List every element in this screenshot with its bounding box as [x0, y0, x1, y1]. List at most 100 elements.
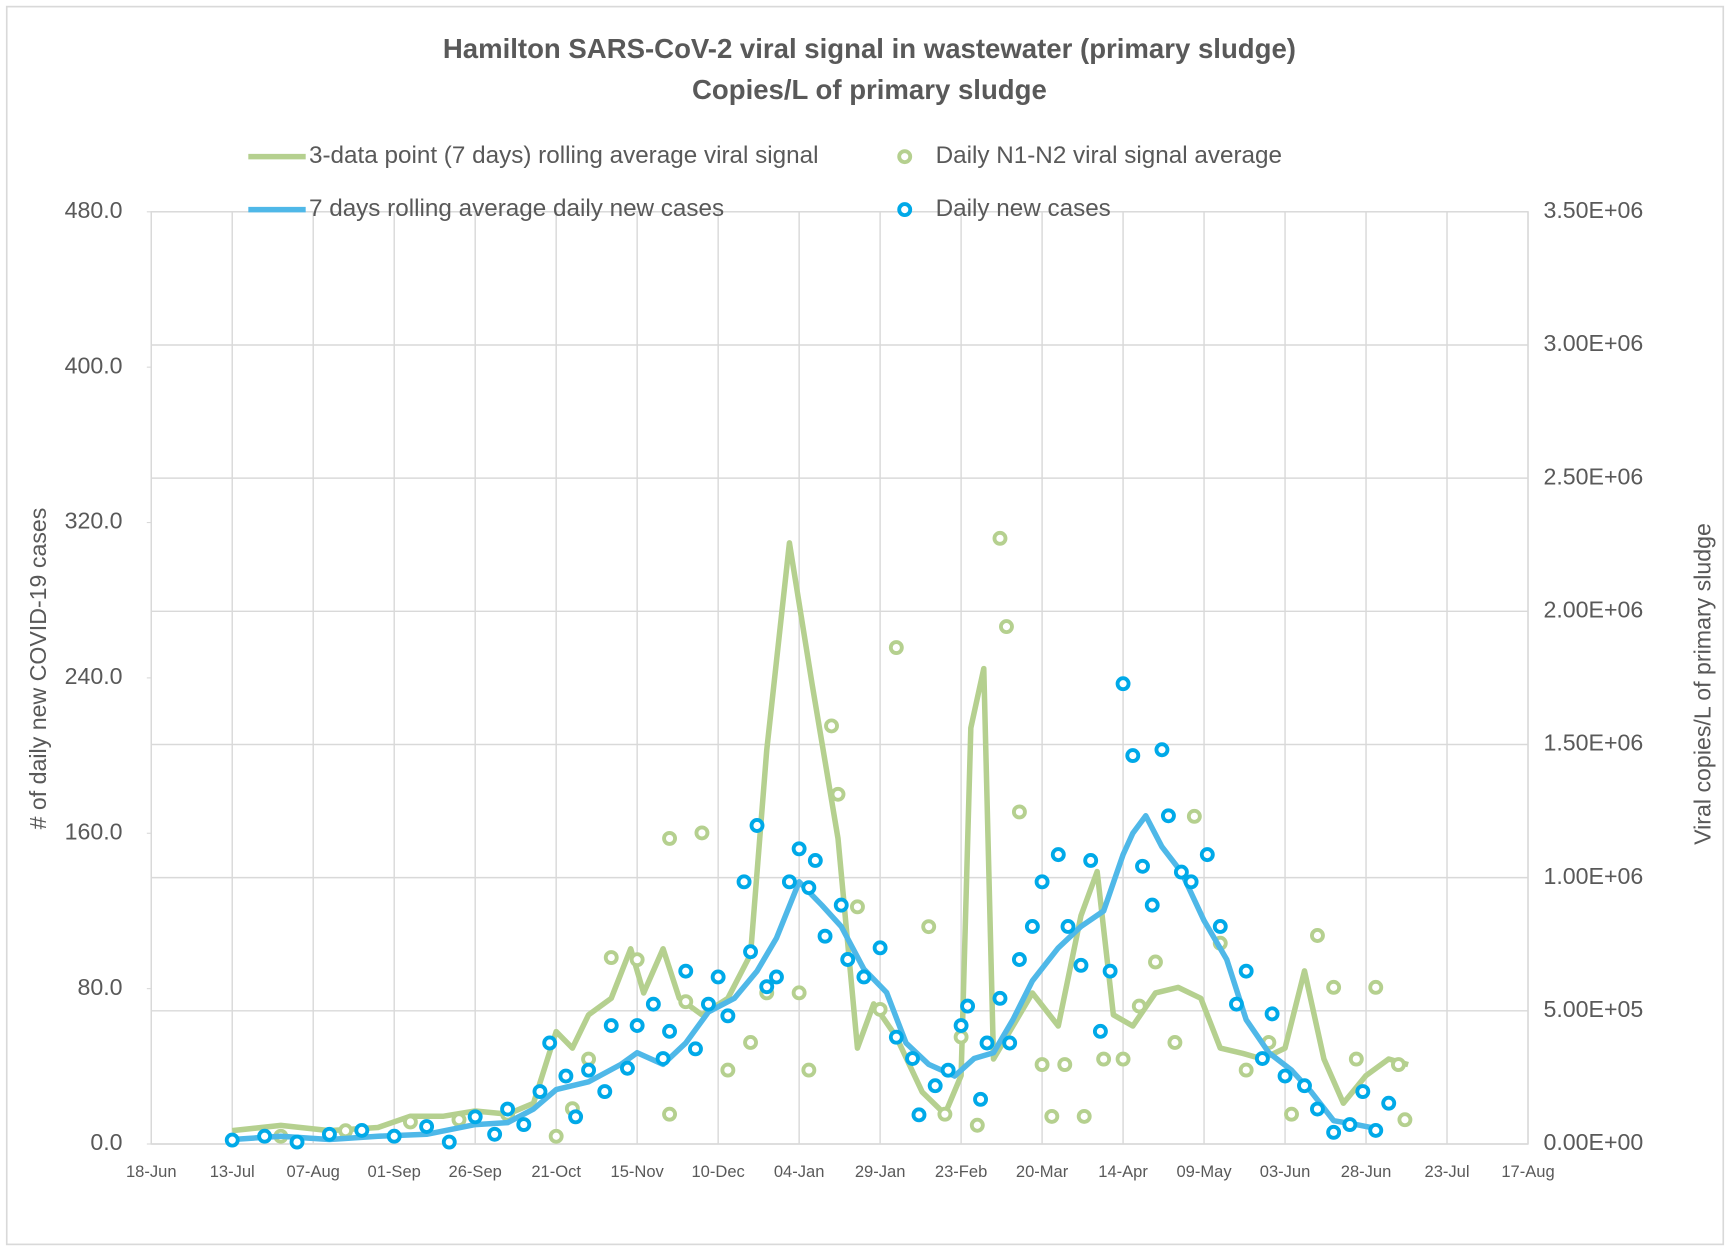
data-point — [999, 619, 1014, 635]
data-point — [833, 897, 849, 913]
data-point — [1186, 808, 1202, 824]
x-tick-label: 10-Dec — [691, 1162, 744, 1181]
data-point — [1011, 804, 1027, 820]
data-point — [441, 1134, 457, 1150]
data-point — [257, 1128, 273, 1144]
x-tick-label: 26-Sep — [449, 1162, 502, 1181]
chart-border — [5, 5, 1725, 1246]
data-point — [1199, 847, 1215, 863]
data-point — [694, 825, 710, 841]
data-point — [662, 1106, 678, 1122]
data-point — [1238, 1062, 1254, 1078]
data-point — [1096, 1051, 1112, 1067]
data-point — [1238, 963, 1254, 979]
data-point — [1131, 998, 1147, 1014]
data-point — [1277, 1068, 1293, 1084]
x-tick-label: 04-Jan — [774, 1162, 825, 1181]
data-point — [548, 1128, 564, 1144]
data-point — [849, 899, 865, 915]
data-point — [581, 1062, 597, 1078]
data-point — [720, 1062, 736, 1078]
data-point — [1044, 1108, 1060, 1124]
data-point — [1167, 1035, 1183, 1050]
data-point — [1309, 1101, 1325, 1117]
data-point — [953, 1029, 969, 1045]
data-point — [1368, 1122, 1384, 1138]
legend-swatch — [897, 202, 913, 218]
y-axis-title: # of daily new COVID-19 cases — [25, 508, 51, 830]
data-point — [224, 1132, 240, 1148]
y-tick-label: 160.0 — [65, 818, 123, 844]
data-point — [791, 985, 807, 1001]
data-point — [1309, 928, 1325, 943]
data-point — [1034, 1057, 1050, 1073]
data-point — [888, 1029, 904, 1045]
data-point — [921, 919, 937, 935]
data-point — [1024, 919, 1040, 934]
data-point — [911, 1107, 927, 1123]
data-point — [973, 1091, 988, 1107]
y2-tick-label: 1.00E+06 — [1543, 863, 1643, 889]
data-point — [645, 996, 661, 1012]
data-point — [1297, 1078, 1312, 1094]
y2-tick-label: 3.50E+06 — [1543, 197, 1643, 223]
data-point — [1348, 1051, 1364, 1067]
data-point — [678, 994, 694, 1010]
data-point — [597, 1084, 613, 1100]
x-tick-label: 23-Jul — [1425, 1162, 1470, 1181]
data-point — [289, 1134, 305, 1150]
data-point — [872, 940, 888, 956]
x-tick-label: 07-Aug — [287, 1162, 340, 1181]
data-point — [1115, 1051, 1131, 1067]
data-point — [386, 1128, 402, 1144]
legend-label: Daily N1-N2 viral signal average — [936, 142, 1282, 169]
data-point — [1173, 864, 1189, 880]
data-point — [1135, 858, 1150, 874]
data-point — [1148, 954, 1163, 970]
data-point — [1183, 874, 1199, 890]
data-point — [1076, 1108, 1092, 1124]
x-tick-label: 13-Jul — [210, 1162, 255, 1181]
data-point — [801, 880, 817, 896]
data-point — [568, 1109, 584, 1125]
x-tick-label: 01-Sep — [368, 1162, 421, 1181]
data-point — [824, 718, 839, 734]
y-tick-label: 400.0 — [65, 352, 123, 378]
data-point — [655, 1051, 671, 1066]
data-point — [960, 998, 976, 1014]
data-point — [1083, 853, 1099, 868]
data-point — [678, 963, 694, 979]
data-point — [807, 853, 823, 868]
legend-label: 7 days rolling average daily new cases — [309, 195, 724, 222]
data-point — [749, 818, 765, 833]
data-point — [1034, 874, 1050, 890]
data-point — [1050, 847, 1066, 863]
data-point — [743, 944, 758, 960]
data-point — [700, 996, 716, 1012]
data-point — [1355, 1084, 1371, 1100]
chart-title: Hamilton SARS-CoV-2 viral signal in wast… — [443, 33, 1296, 64]
y2-tick-label: 5.00E+05 — [1543, 996, 1643, 1022]
data-point — [840, 952, 856, 967]
data-point — [979, 1035, 995, 1051]
data-point — [1102, 963, 1118, 979]
data-point — [781, 874, 797, 890]
data-point — [1115, 676, 1131, 692]
y-tick-label: 80.0 — [77, 974, 122, 1000]
data-point — [905, 1051, 920, 1066]
x-tick-label: 28-Jun — [1341, 1162, 1392, 1181]
data-point — [1390, 1057, 1406, 1073]
chart-subtitle: Copies/L of primary sludge — [692, 74, 1047, 105]
x-tick-label: 03-Jun — [1260, 1162, 1311, 1181]
data-point — [1073, 957, 1089, 973]
x-tick-label: 15-Nov — [611, 1162, 665, 1181]
data-point — [736, 874, 752, 890]
y2-tick-label: 2.50E+06 — [1543, 463, 1643, 489]
x-tick-label: 14-Apr — [1098, 1162, 1148, 1181]
data-point — [1160, 808, 1176, 824]
data-point — [791, 841, 807, 857]
data-point — [969, 1117, 985, 1133]
data-point — [872, 1001, 888, 1017]
